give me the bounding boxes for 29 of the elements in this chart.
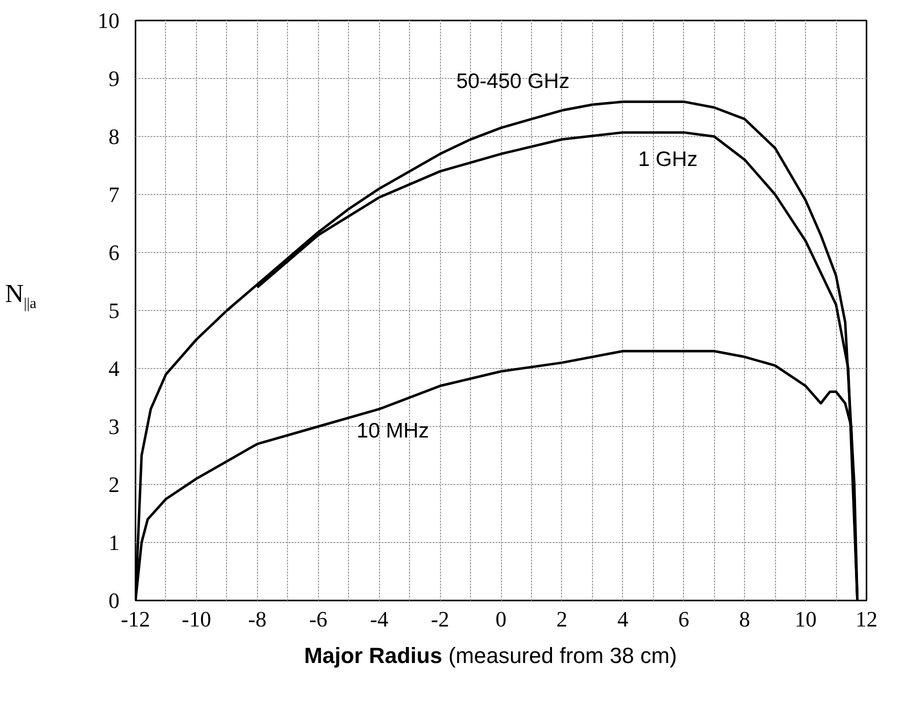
y-tick-label: 9 — [108, 66, 120, 91]
x-axis-title: Major Radius (measured from 38 cm) — [303, 642, 678, 670]
x-tick-label: 6 — [678, 606, 690, 632]
x-tick-label: 8 — [739, 606, 750, 632]
y-tick-label: 8 — [108, 124, 120, 149]
x-tick-label: -4 — [370, 606, 388, 632]
x-tick-label: 0 — [496, 606, 506, 632]
x-tick-label: -6 — [309, 606, 328, 632]
x-tick-label: -8 — [248, 606, 266, 632]
x-tick-label: -2 — [430, 606, 450, 632]
y-tick-label: 6 — [108, 240, 120, 265]
y-tick-label: 4 — [108, 356, 120, 381]
y-tick-label: 0 — [108, 588, 120, 613]
y-tick-label: 5 — [108, 298, 120, 323]
x-tick-label: 12 — [856, 606, 878, 632]
y-tick-label: 3 — [108, 414, 120, 439]
x-tick-label: 4 — [617, 606, 628, 632]
y-tick-label: 2 — [108, 472, 120, 497]
y-tick-label: 7 — [108, 182, 120, 207]
x-tick-label: -10 — [182, 606, 212, 632]
y-tick-label: 1 — [108, 530, 120, 555]
x-tick-label: -12 — [120, 606, 150, 632]
series-label: 10 MHz — [356, 420, 430, 443]
series-label: 50-450 GHz — [456, 70, 570, 94]
x-tick-label: 10 — [794, 606, 817, 632]
x-tick-label: 2 — [556, 606, 568, 632]
series-label: 1 GHz — [638, 148, 698, 171]
y-axis-title: N$_{||a}$ — [5, 278, 36, 314]
y-tick-label: 10 — [98, 8, 120, 33]
